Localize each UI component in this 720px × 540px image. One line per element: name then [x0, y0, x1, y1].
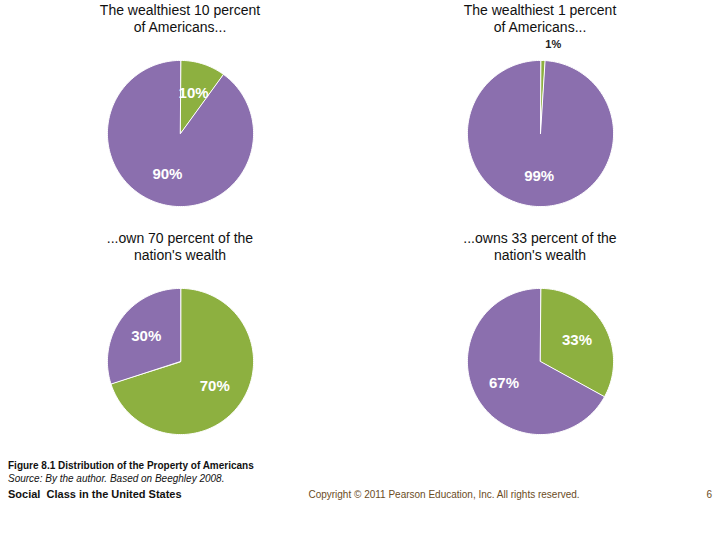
svg-text:90%: 90% — [152, 165, 182, 182]
svg-text:33%: 33% — [562, 331, 592, 348]
html-text:6: 6 — [706, 488, 712, 500]
html-text:Source: By the author. Based o: Source: By the author. Based on Beeghley… — [8, 473, 225, 484]
html-text:Figure 8.1 Distribution of the: Figure 8.1 Distribution of the Property … — [8, 460, 254, 471]
svg-text:1%: 1% — [545, 38, 561, 50]
html-text:...owns 33 percent of the nati: ...owns 33 percent of the nation's wealt… — [463, 230, 617, 263]
html-text:The wealthiest 10 percent of A: The wealthiest 10 percent of Americans..… — [99, 2, 261, 35]
svg-text:30%: 30% — [131, 327, 161, 344]
svg-text:10%: 10% — [179, 84, 209, 101]
html-text:...own 70 percent of the natio: ...own 70 percent of the nation's wealth — [106, 230, 254, 263]
svg-text:99%: 99% — [524, 167, 554, 184]
html-text:The wealthiest 1 percent of Am: The wealthiest 1 percent of Americans... — [463, 2, 617, 35]
html-text:Copyright © 2011 Pearson Educa: Copyright © 2011 Pearson Education, Inc.… — [308, 488, 580, 500]
svg-text:67%: 67% — [489, 374, 519, 391]
html-text:Social Class in the United Sta: Social Class in the United States — [8, 488, 182, 500]
svg-text:70%: 70% — [200, 377, 230, 394]
